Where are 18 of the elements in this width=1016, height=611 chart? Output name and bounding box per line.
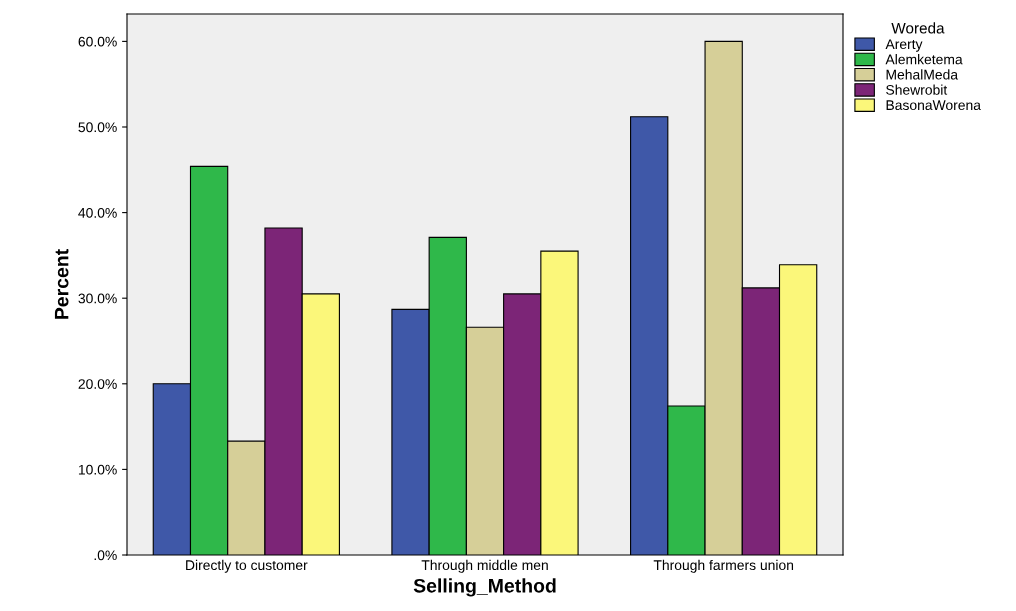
legend-label: BasonaWorena: [886, 100, 981, 111]
legend-label: Alemketema: [885, 54, 963, 65]
y-tick-label: 30.0%: [78, 293, 117, 304]
y-tick-label: .0%: [94, 550, 117, 561]
y-tick-label: 40.0%: [78, 207, 117, 218]
y-tick-label: 10.0%: [78, 464, 117, 475]
y-axis-title: Percent: [54, 249, 69, 319]
legend-title: Woreda: [891, 22, 945, 34]
y-tick-label: 50.0%: [78, 122, 117, 133]
x-axis-title: Selling_Method: [413, 578, 556, 597]
legend-label: Arerty: [885, 39, 923, 52]
legend-label: MehalMeda: [886, 69, 959, 80]
y-tick-label: 20.0%: [78, 379, 117, 389]
x-tick-label: Through middle men: [421, 559, 548, 573]
y-tick-label: 60.0%: [78, 36, 117, 47]
x-tick-label: Directly to customer: [186, 559, 308, 573]
x-tick-label: Through farmers union: [653, 559, 794, 573]
legend-label: Shewrobit: [886, 84, 948, 95]
